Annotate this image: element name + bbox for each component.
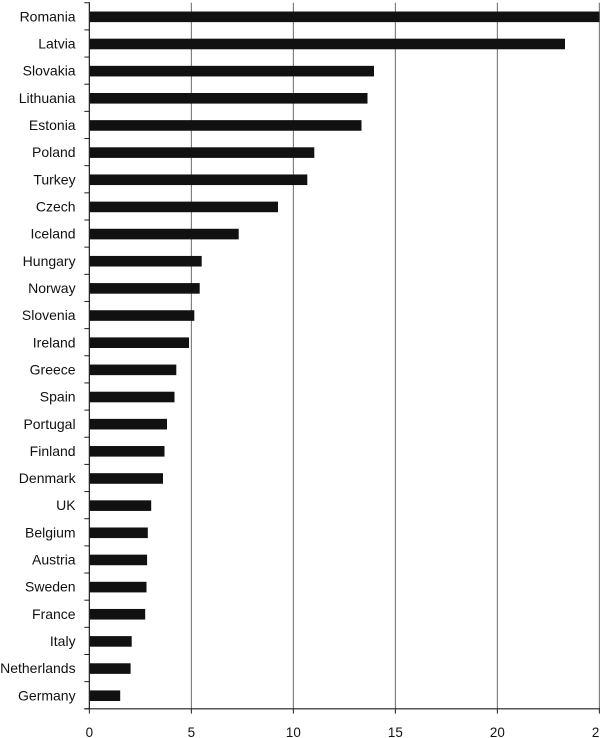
svg-text:15: 15 [388,725,403,738]
svg-text:25: 25 [592,725,600,738]
svg-text:Sweden: Sweden [25,579,76,595]
svg-text:Romania: Romania [20,8,76,24]
svg-text:Netherlands: Netherlands [0,660,76,676]
svg-text:Denmark: Denmark [19,470,77,486]
svg-text:Turkey: Turkey [33,171,75,187]
svg-text:Ireland: Ireland [33,334,76,350]
svg-text:0: 0 [86,725,93,738]
svg-text:Finland: Finland [30,443,76,459]
svg-text:Slovakia: Slovakia [23,63,76,79]
svg-text:Greece: Greece [30,361,76,377]
svg-text:Latvia: Latvia [38,36,76,52]
svg-text:Estonia: Estonia [29,117,76,133]
svg-text:Czech: Czech [36,199,76,215]
svg-text:20: 20 [490,725,505,738]
svg-text:Slovenia: Slovenia [22,307,76,323]
svg-text:Norway: Norway [28,280,75,296]
svg-text:Belgium: Belgium [25,524,76,540]
svg-text:Austria: Austria [32,552,76,568]
svg-text:Spain: Spain [40,389,76,405]
svg-text:Iceland: Iceland [30,226,75,242]
svg-text:Germany: Germany [18,687,76,703]
svg-text:Lithuania: Lithuania [19,90,76,106]
svg-text:Poland: Poland [32,144,76,160]
svg-text:UK: UK [56,497,76,513]
svg-text:10: 10 [286,725,301,738]
svg-text:Italy: Italy [50,633,76,649]
svg-text:France: France [32,606,76,622]
svg-text:5: 5 [188,725,195,738]
svg-text:Portugal: Portugal [23,416,75,432]
svg-text:Hungary: Hungary [23,253,76,269]
